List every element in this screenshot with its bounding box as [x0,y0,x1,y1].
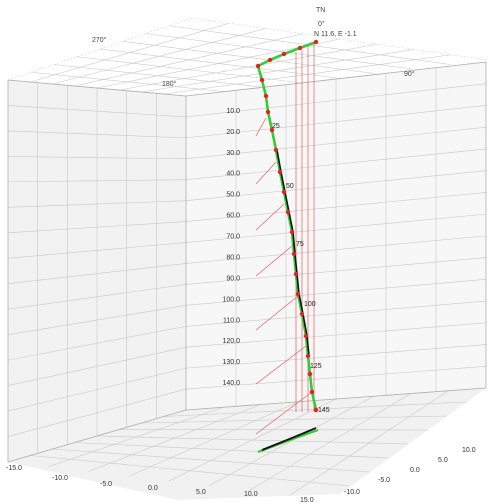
survey-points [255,39,319,413]
projection-line [255,203,285,231]
floor-x-tick-label: -15.0 [6,465,22,472]
survey-point[interactable] [259,77,265,83]
depth-tick-label: 70.0 [226,234,240,241]
survey-point[interactable] [263,93,269,99]
floor-x-tick-label: 5.0 [196,489,206,496]
survey-point[interactable] [299,311,305,317]
depth-tick-label: 120.0 [222,338,240,345]
floor-grid-line [249,393,412,491]
true-north-label: TN [316,7,325,14]
back-wall-grid [185,61,487,411]
projection-line [255,117,267,137]
floor-x-tick-label: 0.0 [148,485,158,492]
depth-tick-label: 110.0 [223,317,240,324]
station-label: 145 [318,407,330,414]
survey-point[interactable] [265,109,271,115]
floor-x-tick-label: 10.0 [244,491,258,498]
depth-tick-label: 40.0 [226,171,240,178]
station-label: 50 [286,183,294,190]
floor-y-tick-label: 5.0 [438,457,448,464]
floor-grid-line [141,415,448,424]
top-grid-line [122,40,375,74]
top-grid-line [119,43,378,91]
top-grid-line [163,54,452,95]
floor-grid-line [168,398,337,482]
floor-axis: -15.0 -10.0 -5.0 0.0 5.0 10.0 15.0 -10.0 -5.0 0.0… [6,447,476,504]
survey-point[interactable] [313,407,319,413]
survey-point[interactable] [305,353,311,359]
projection-line [255,245,293,277]
survey-point[interactable] [303,333,309,339]
direction-90-label: 90° [404,70,415,78]
station-label: 100 [304,301,316,308]
survey-point[interactable] [293,271,299,277]
survey-point[interactable] [281,189,287,195]
depth-tick-label: 30.0 [226,150,240,157]
projection-line [255,161,277,185]
floor-y-tick-label: -10.0 [344,489,360,496]
survey-point[interactable] [289,229,295,235]
depth-tick-label: 90.0 [226,275,240,282]
floor-x-tick-label: 15.0 [300,497,314,504]
direction-270-label: 270° [92,36,107,44]
floor-y-tick-label: 0.0 [410,467,420,474]
survey-point[interactable] [307,371,313,377]
floor-grid-line [119,429,428,431]
depth-tick-label: 10.0 [226,108,240,115]
survey-point[interactable] [255,63,261,69]
survey-point[interactable] [281,51,287,57]
floor-y-tick-label: 10.0 [462,447,476,454]
floor-x-tick-label: -10.0 [52,475,68,482]
depth-tick-label: 130.0 [222,359,240,366]
direction-0-label: 0° [318,20,325,28]
station-label: 75 [296,241,304,248]
survey-point[interactable] [267,57,273,63]
survey-point[interactable] [269,127,275,133]
projection-line [255,391,313,435]
floor-grid-line [289,390,449,496]
top-grid-line [145,33,413,70]
top-grid-line [141,49,415,93]
station-labels: 25 50 75 100 125 145 [272,123,330,414]
projection-line [255,345,307,385]
survey-point[interactable] [285,209,291,215]
depth-tick-label: 140.0 [222,380,240,387]
station-label: 25 [272,123,280,130]
survey-point[interactable] [273,147,279,153]
depth-tick-label: 100.0 [222,296,240,303]
survey-point[interactable] [277,169,283,175]
depth-axis: 10.0 20.0 30.0 40.0 50.0 60.0 70.0 80.0 90.0 100.… [222,108,240,387]
floor-y-tick-label: -5.0 [378,477,390,484]
well-floor-projection [257,427,319,454]
depth-tick-label: 60.0 [226,213,240,220]
floor-grid-line [209,395,374,487]
survey-point[interactable] [295,291,301,297]
survey-point[interactable] [309,389,315,395]
survey-point[interactable] [291,251,297,257]
depth-tick-label: 50.0 [226,192,240,199]
floor-x-tick-label: -5.0 [100,481,112,488]
collar-coordinate-label: N 11.6, E -1.1 [314,31,357,38]
survey-point[interactable] [313,39,319,45]
survey-point[interactable] [297,45,303,51]
station-label: 125 [310,363,322,370]
projection-line [255,295,299,331]
box-edges [7,17,488,463]
direction-180-label: 180° [162,80,177,88]
depth-tick-label: 80.0 [226,254,240,261]
depth-tick-label: 20.0 [226,129,240,136]
